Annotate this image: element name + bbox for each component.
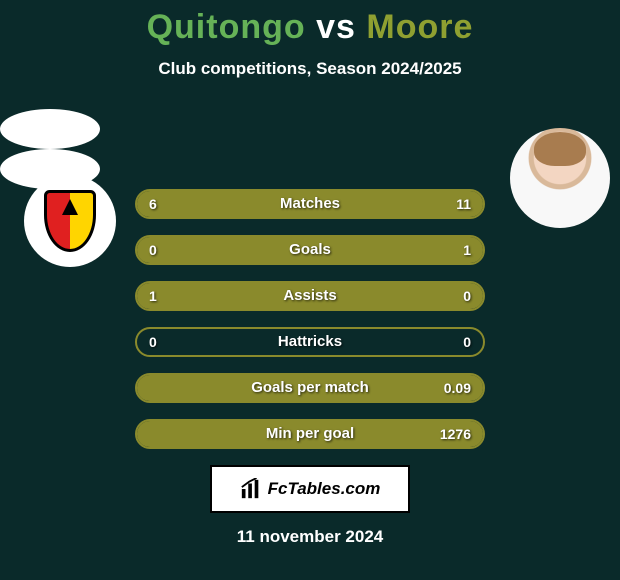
infographic-date: 11 november 2024 [0,527,620,547]
title-right: Moore [366,8,473,46]
subtitle: Club competitions, Season 2024/2025 [0,59,620,79]
stat-label: Goals per match [137,375,483,401]
title-vs: vs [316,8,356,46]
stat-label: Min per goal [137,421,483,447]
stat-row: 00Hattricks [135,327,485,357]
stat-label: Hattricks [137,329,483,355]
stat-row: 10Assists [135,281,485,311]
club-crest-left [24,175,116,267]
infographic-root: Quitongo vs Moore Club competitions, Sea… [0,0,620,580]
player-right-photo [510,128,610,228]
stats-list: 611Matches 01Goals 10Assists 00Hattricks 0.0… [135,189,485,449]
player-left-placeholder-icon [0,109,100,149]
brand-box[interactable]: FcTables.com [210,465,410,513]
stat-row: 1276Min per goal [135,419,485,449]
title-left: Quitongo [147,8,306,46]
page-title: Quitongo vs Moore [0,8,620,47]
brand-text: FcTables.com [268,479,381,499]
stat-label: Assists [137,283,483,309]
stat-label: Goals [137,237,483,263]
stat-row: 611Matches [135,189,485,219]
stat-label: Matches [137,191,483,217]
shield-icon [44,190,96,252]
stat-row: 01Goals [135,235,485,265]
chart-icon [240,478,262,500]
stat-row: 0.09Goals per match [135,373,485,403]
